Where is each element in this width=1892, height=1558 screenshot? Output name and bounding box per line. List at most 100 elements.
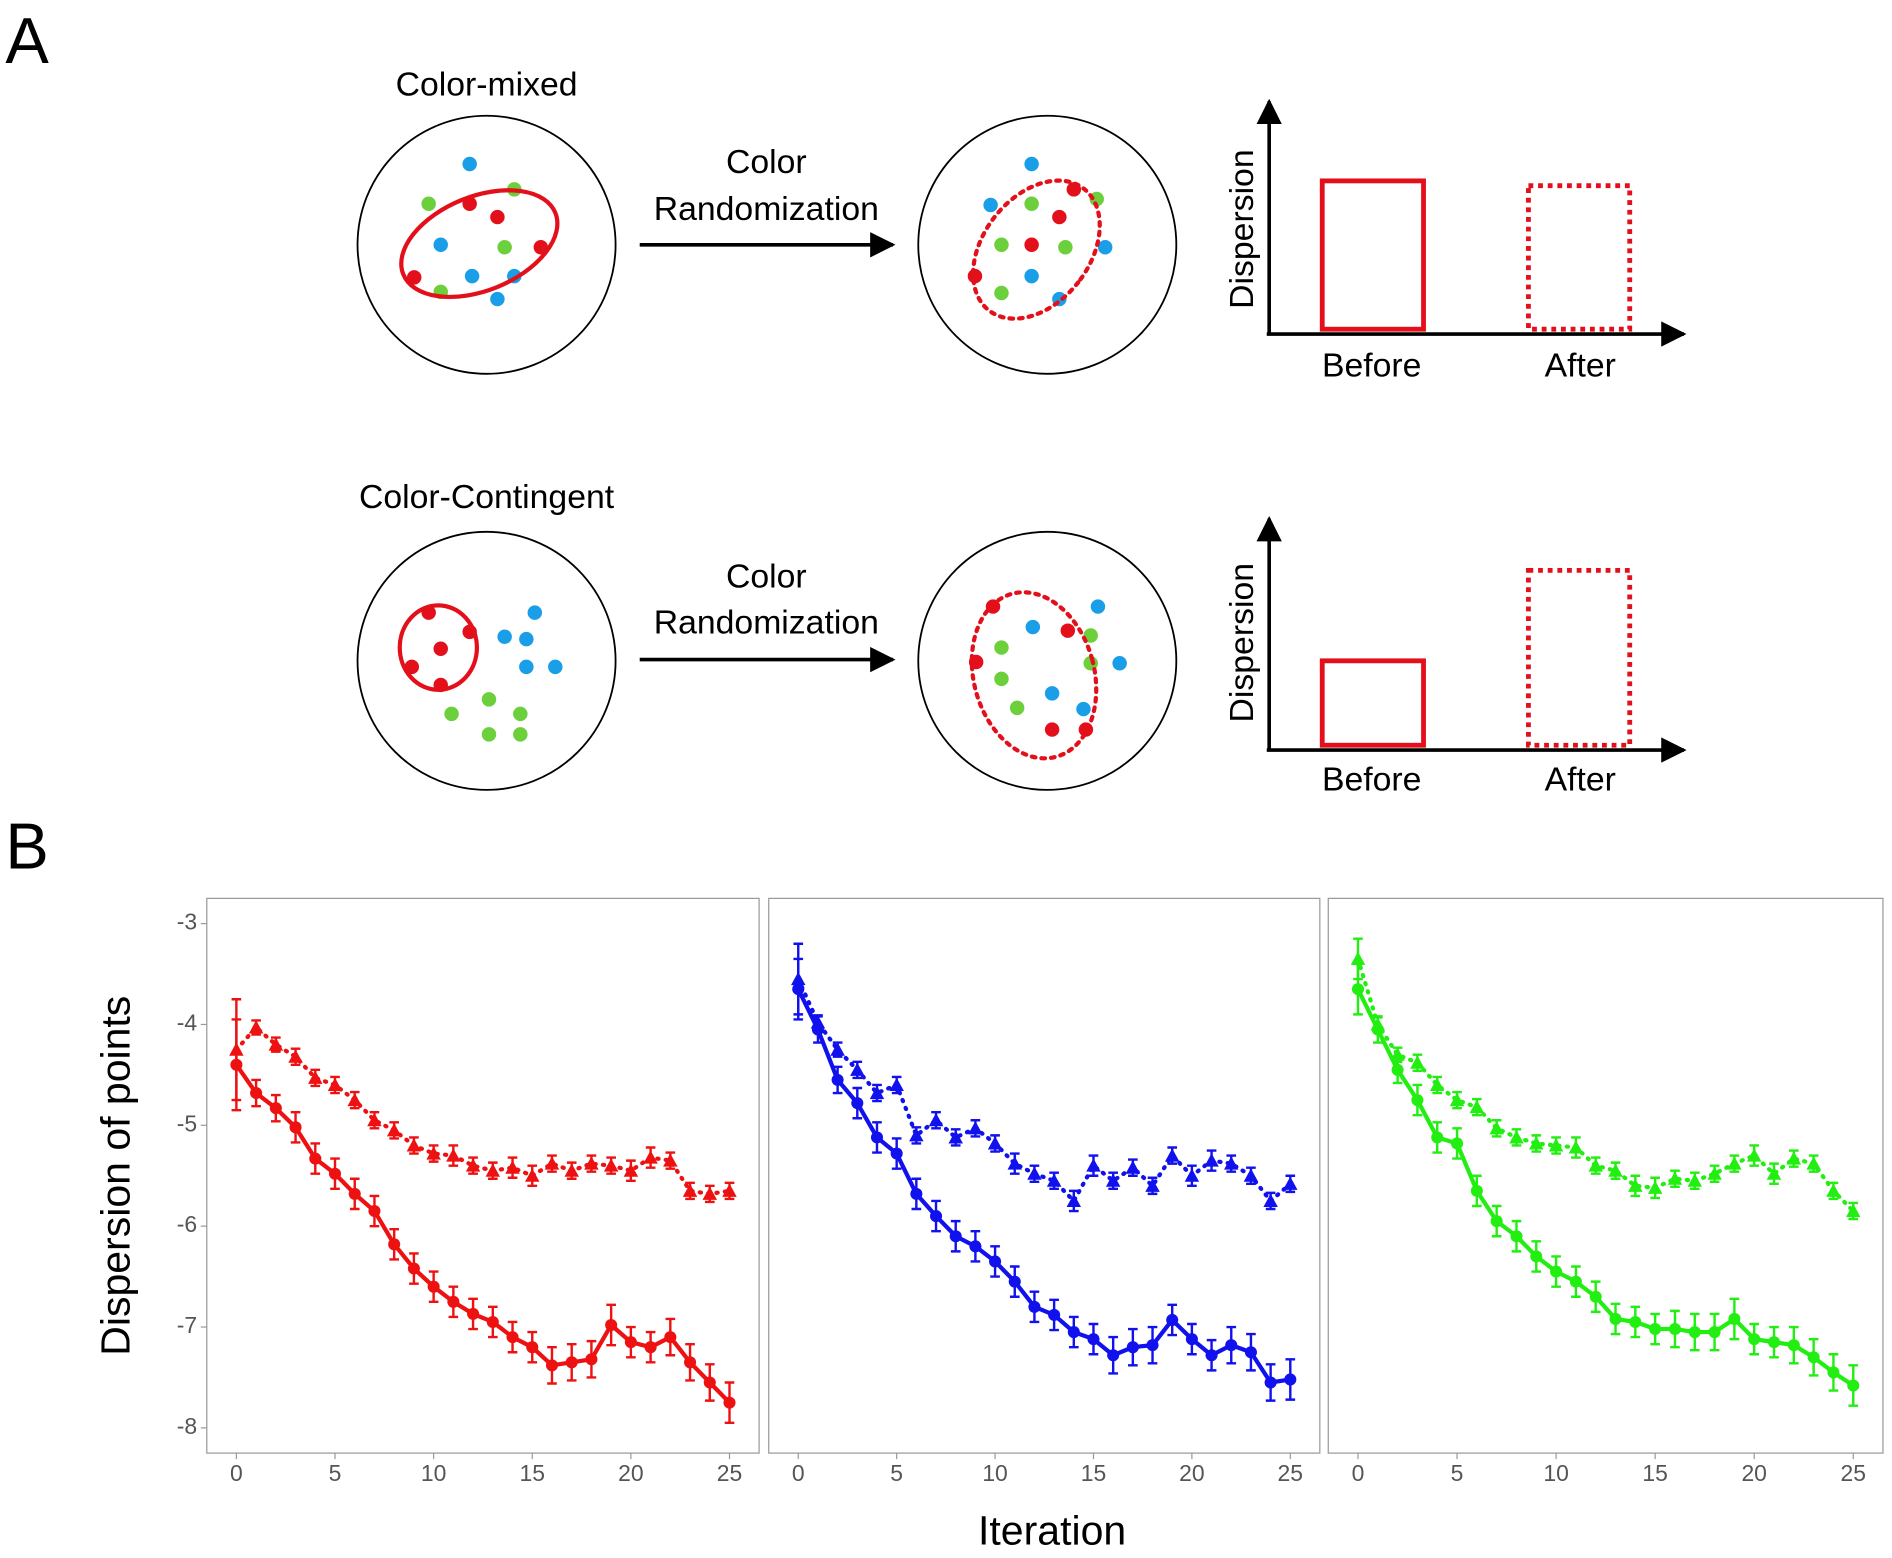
axis-label: Dispersion [1223, 563, 1261, 722]
point-marker [1786, 1151, 1802, 1165]
x-tick-label: 15 [1642, 1460, 1667, 1486]
series-line [1356, 988, 1855, 1388]
series-line [796, 976, 1293, 1204]
point-marker [327, 1077, 343, 1091]
point-marker [644, 1341, 657, 1354]
x-tick-label: 20 [618, 1460, 643, 1486]
dots [406, 156, 549, 307]
x-tick-label: 25 [1841, 1460, 1866, 1486]
point-marker [1806, 1156, 1821, 1170]
point-marker [526, 1341, 539, 1354]
point-marker [407, 1262, 420, 1275]
point-marker [506, 1331, 519, 1344]
series-line [796, 988, 1291, 1385]
point-marker [1766, 1166, 1782, 1180]
point-marker [309, 1152, 322, 1165]
dots [404, 605, 563, 742]
point-marker [446, 1148, 461, 1162]
x-tick-label: 20 [1741, 1460, 1766, 1486]
point-marker [1708, 1326, 1721, 1339]
point-marker [248, 1020, 264, 1034]
arrow-text: Randomization [654, 604, 879, 642]
point-marker [1410, 1055, 1425, 1069]
point-marker [427, 1280, 440, 1293]
point-marker [1748, 1333, 1761, 1346]
cluster-ellipse [399, 188, 560, 300]
point-marker [1569, 1275, 1582, 1288]
point-marker [1550, 1265, 1563, 1278]
series [792, 957, 1297, 1402]
point-marker [585, 1353, 598, 1366]
bar-label: Before [1322, 347, 1421, 385]
point-marker [1449, 1092, 1465, 1107]
point-marker [663, 1153, 678, 1167]
plot-frame [768, 897, 1321, 1454]
point-marker [229, 1042, 244, 1056]
y-tick-label: -6 [177, 1211, 197, 1237]
bar-before [1319, 178, 1426, 332]
point-marker [1431, 1131, 1444, 1144]
point-marker [1205, 1349, 1218, 1362]
point-marker [1166, 1313, 1179, 1326]
point-marker [831, 1073, 844, 1086]
bar-before [1319, 658, 1426, 748]
point-marker [1066, 1193, 1082, 1207]
point-marker [545, 1359, 559, 1372]
point-marker [1846, 1203, 1861, 1218]
point-marker [1826, 1183, 1841, 1197]
point-marker [565, 1356, 578, 1369]
point-marker [505, 1160, 520, 1174]
point-marker [1391, 1063, 1404, 1076]
series-line [234, 1025, 732, 1197]
x-tick-label: 5 [890, 1460, 903, 1486]
point-marker [723, 1396, 736, 1409]
point-marker [1046, 1173, 1062, 1187]
point-marker [544, 1156, 560, 1170]
point-marker [584, 1156, 599, 1170]
point-marker [1608, 1163, 1623, 1177]
point-marker [1283, 1176, 1298, 1190]
point-marker [948, 1130, 963, 1144]
point-marker [289, 1121, 302, 1134]
point-marker [1411, 1094, 1424, 1107]
point-marker [1668, 1323, 1681, 1336]
point-marker [1589, 1290, 1602, 1303]
y-axis-title: Dispersion of points [93, 996, 139, 1356]
bar-label: After [1545, 760, 1616, 798]
point-marker [1087, 1333, 1100, 1346]
circle [356, 530, 617, 791]
y-tick-label: -5 [177, 1110, 197, 1136]
x-tick-label: 15 [520, 1460, 545, 1486]
row-title: Color-mixed [396, 66, 578, 104]
point-marker [909, 1128, 924, 1142]
bar-label: After [1545, 347, 1616, 385]
point-marker [1263, 1193, 1278, 1207]
cluster-ellipse [397, 603, 480, 692]
point-marker [791, 971, 806, 986]
point-marker [1787, 1339, 1800, 1352]
y-tick-label: -3 [177, 909, 197, 935]
circle [917, 114, 1178, 375]
point-marker [485, 1163, 501, 1177]
point-marker [1429, 1077, 1445, 1091]
point-marker [486, 1315, 499, 1329]
point-marker [1027, 1166, 1042, 1180]
point-marker [1728, 1312, 1741, 1325]
point-marker [1244, 1346, 1257, 1359]
point-marker [447, 1295, 460, 1308]
point-marker [1351, 983, 1365, 996]
point-marker [1628, 1178, 1643, 1192]
point-marker [1529, 1136, 1544, 1150]
point-marker [1105, 1173, 1121, 1187]
point-marker [989, 1255, 1002, 1268]
point-marker [1350, 951, 1366, 965]
point-marker [368, 1205, 381, 1218]
arrow-text: Color [726, 558, 807, 596]
point-marker [465, 1158, 481, 1172]
point-marker [1146, 1339, 1159, 1352]
point-marker [386, 1123, 402, 1137]
x-tick-label: 25 [1278, 1460, 1303, 1486]
point-marker [1609, 1312, 1622, 1325]
point-marker [1807, 1351, 1820, 1364]
